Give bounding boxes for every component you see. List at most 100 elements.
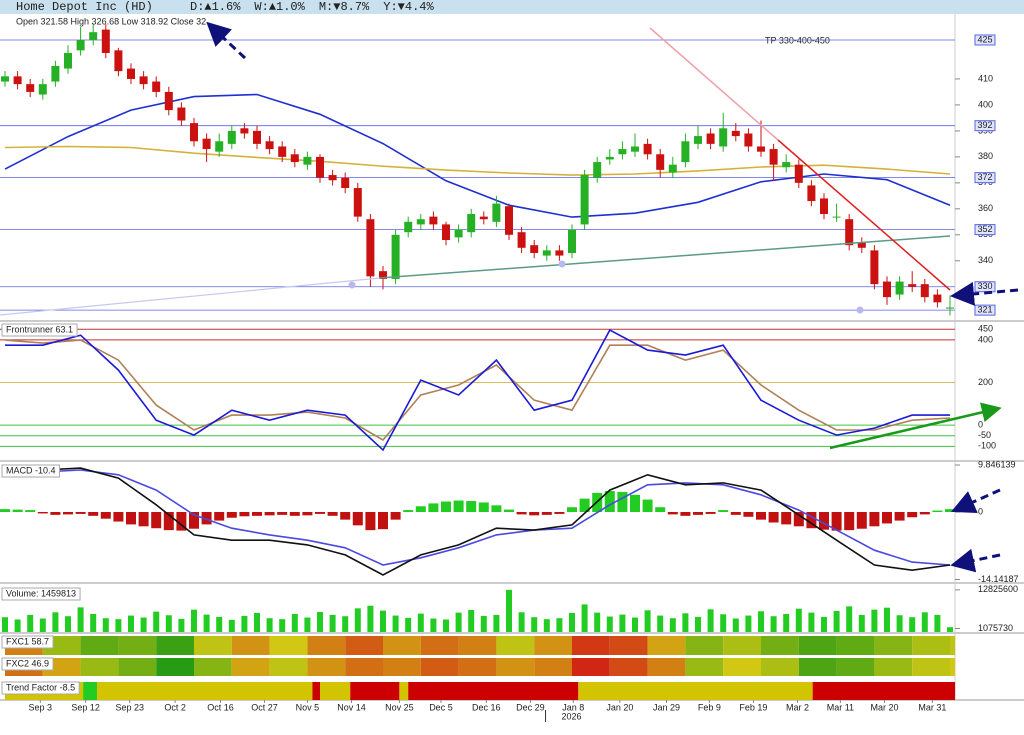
candle-body — [202, 138, 211, 150]
candle-body — [240, 128, 249, 134]
volume-bar — [27, 614, 34, 632]
panel-title-bg — [1, 464, 61, 478]
candle-body — [870, 250, 879, 285]
heat-cell — [647, 636, 686, 655]
histogram-bar — [126, 512, 136, 525]
histogram-bar — [428, 503, 439, 513]
candle-body — [190, 123, 198, 142]
candle-body — [668, 164, 677, 173]
header: Home Depot Inc (HD) D:▲1.6% W:▲1.0% M:▼8.7… — [16, 0, 434, 14]
histogram-bar — [441, 501, 451, 513]
candle-body — [757, 146, 765, 152]
level-label: 330 — [977, 281, 992, 291]
panel-title: FXC2 46.9 — [1, 657, 54, 671]
x-tick-label: Sep 23 — [115, 702, 144, 712]
histogram-bar — [37, 512, 48, 514]
volume-bar — [619, 614, 626, 632]
volume-bar — [745, 615, 752, 632]
candle-body — [253, 130, 261, 144]
level-box — [974, 120, 996, 132]
volume-bar — [216, 616, 223, 632]
heat-cell — [723, 636, 761, 655]
histogram-bar — [264, 512, 275, 516]
panel-title-text: Volume: 1459813 — [6, 588, 76, 598]
panel-title-text: Frontrunner 63.1 — [6, 324, 73, 334]
candle-body — [416, 219, 425, 225]
candle-body — [303, 156, 312, 165]
candle-body — [1, 76, 9, 82]
volume-bar — [947, 627, 953, 632]
y-tick-label: 450 — [978, 324, 993, 334]
trend-segment — [83, 682, 97, 700]
candle-body — [505, 206, 513, 235]
heat-cell — [231, 636, 270, 655]
volume-bar — [921, 612, 928, 632]
x-tick-label: Oct 16 — [207, 702, 234, 712]
trend-segment — [320, 682, 351, 700]
heat-cell — [269, 636, 308, 655]
histogram-bar — [327, 512, 338, 516]
heat-cell — [307, 636, 346, 655]
histogram-bar — [201, 512, 212, 525]
x-tick-label: Sep 3 — [29, 702, 53, 712]
candle-body — [442, 224, 450, 240]
volume-bar — [896, 615, 903, 632]
histogram-bar — [176, 512, 187, 531]
heat-cell — [345, 658, 383, 676]
drawings — [0, 21, 1019, 573]
trend-segment — [96, 682, 313, 700]
volume-bar — [682, 613, 689, 632]
volume-bar — [569, 612, 575, 632]
heat-cell — [534, 636, 572, 655]
candle-body — [568, 229, 576, 253]
heat-cell — [194, 658, 232, 676]
histogram-bar — [856, 512, 867, 529]
heat-cell — [156, 658, 194, 676]
histogram-bar — [151, 512, 162, 529]
candle-body — [454, 229, 463, 238]
y-tick-label: 400 — [978, 99, 993, 109]
candle-body — [580, 175, 589, 225]
histogram-bar — [516, 512, 527, 515]
volume-bar — [241, 615, 248, 632]
x-tick-label: Oct 27 — [251, 702, 278, 712]
histogram-bar — [63, 512, 73, 515]
panel-title: Frontrunner 63.1 — [1, 323, 78, 337]
histogram-bar — [88, 512, 99, 516]
histogram-bar — [0, 509, 10, 513]
change-label: M:▼8.7% — [319, 0, 370, 14]
candle-body — [353, 188, 362, 217]
histogram-bar — [604, 491, 615, 513]
histogram-bar — [365, 512, 376, 531]
chart-title: Home Depot Inc (HD) — [16, 0, 153, 14]
volume-bar — [354, 608, 361, 632]
y-tick-label: 9.846139 — [978, 459, 1016, 469]
panel-title-text: FXC2 46.9 — [6, 658, 49, 668]
y-tick-label: 1075730 — [978, 623, 1013, 633]
heat-cell — [194, 636, 232, 655]
volume-bar — [14, 619, 21, 632]
candle-body — [467, 214, 476, 233]
heat-cell — [761, 636, 799, 655]
y-tick-label: -14.14187 — [978, 574, 1019, 584]
volume-bar — [846, 606, 853, 632]
histogram-bar — [793, 512, 804, 527]
series-line — [5, 329, 950, 452]
trend-segment — [312, 682, 320, 700]
candle-body — [832, 216, 841, 218]
panel-title-bg — [1, 323, 78, 337]
heat-cell — [912, 636, 950, 655]
histogram-bar — [630, 494, 640, 513]
candle-body — [164, 91, 173, 111]
candle-body — [152, 81, 161, 92]
histogram-bar — [781, 512, 792, 525]
candle-body — [379, 271, 387, 279]
volume-bar — [291, 613, 298, 632]
series-line — [4, 145, 951, 176]
heat-cell — [458, 658, 497, 676]
heat-cell — [874, 636, 913, 655]
candle-body — [492, 203, 501, 222]
candle-body — [328, 175, 337, 181]
